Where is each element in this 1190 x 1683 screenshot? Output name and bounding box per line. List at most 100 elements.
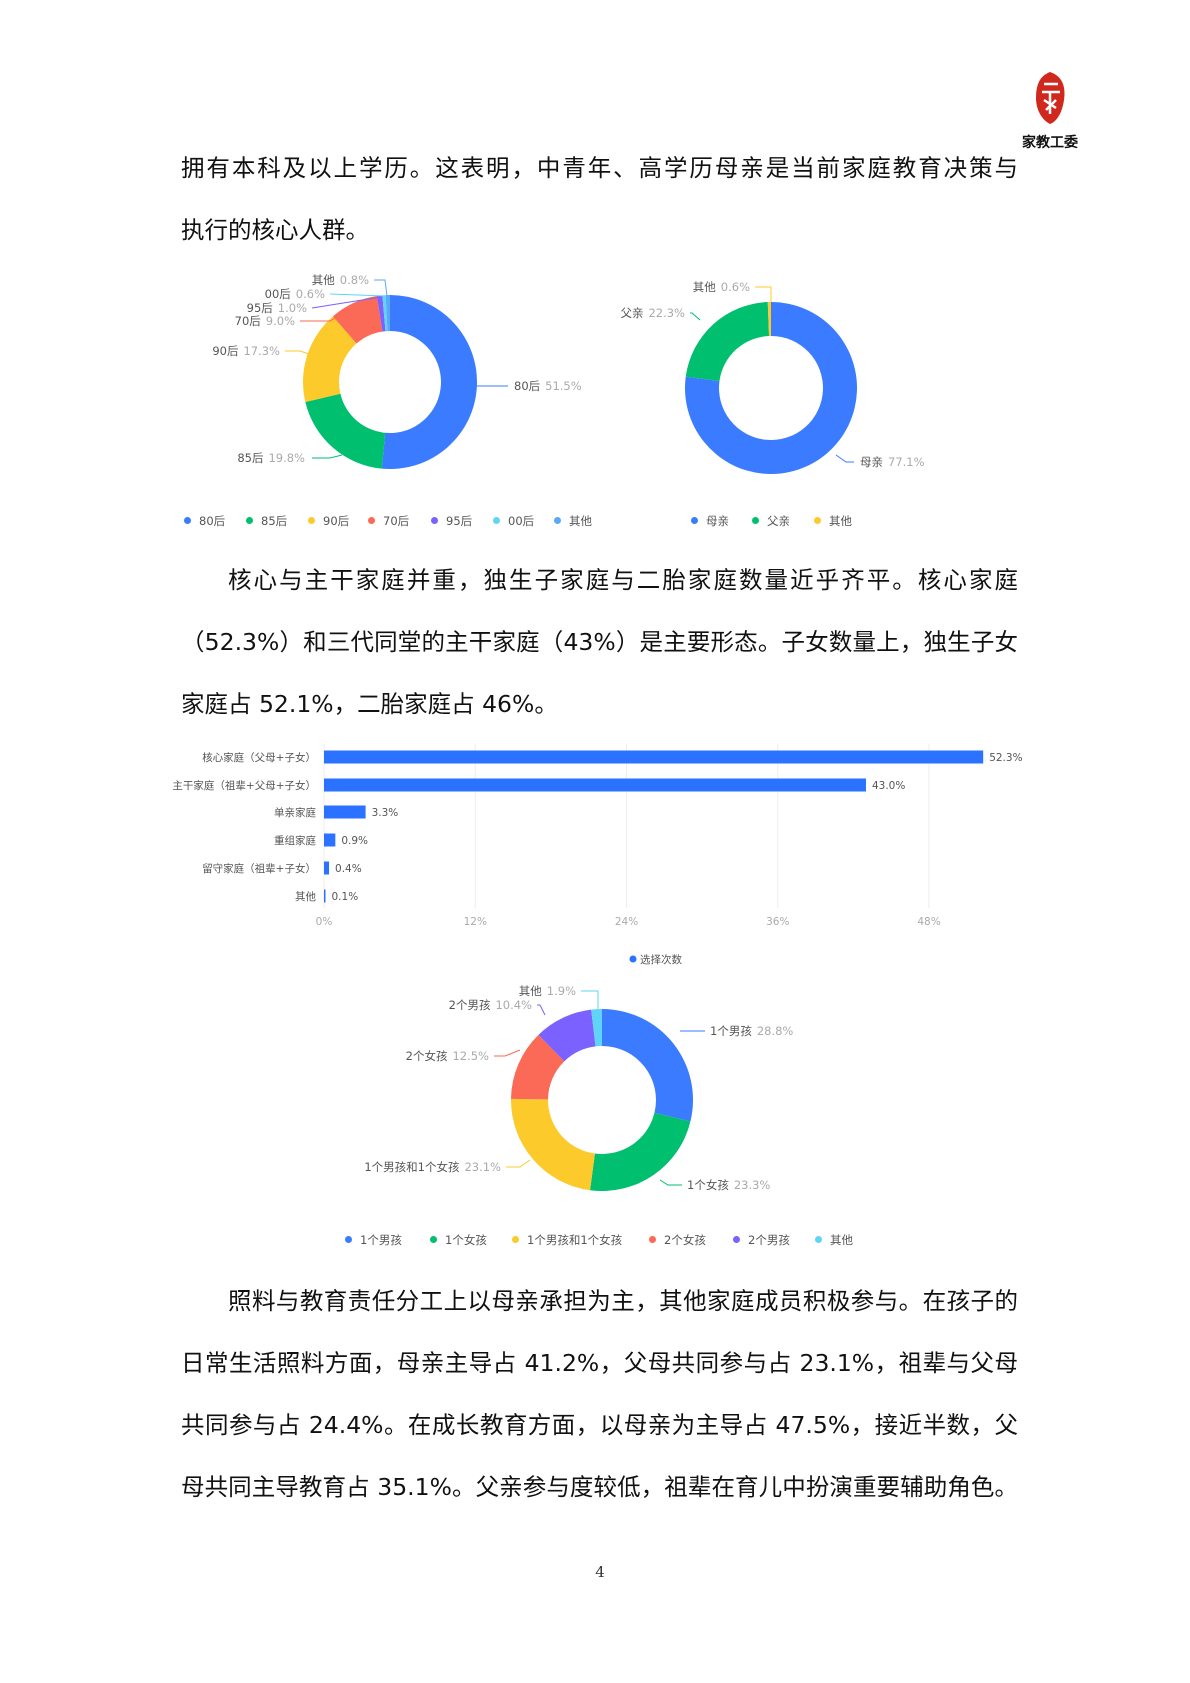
bar-category-label: 其他	[295, 890, 316, 903]
pie3-legend-item[interactable]: 2个男孩	[733, 1232, 790, 1248]
bar-value-label: 0.4%	[335, 863, 362, 875]
legend-dot-icon	[554, 517, 561, 524]
pie3-legend-item[interactable]: 其他	[815, 1232, 853, 1248]
bar-value-label: 43.0%	[872, 780, 905, 792]
legend-dot-icon	[246, 517, 253, 524]
pie1-legend-item[interactable]: 00后	[493, 513, 534, 529]
bar-value-label: 0.9%	[341, 835, 368, 847]
legend-label: 95后	[446, 514, 473, 528]
paragraph-1: 拥有本科及以上学历。这表明，中青年、高学历母亲是当前家庭教育决策与 执行的核心人…	[181, 137, 1018, 261]
bar-x-tick-label: 36%	[766, 916, 789, 928]
logo: 家教工委	[1010, 70, 1090, 152]
pie3-slice	[590, 1112, 691, 1191]
text-line: 执行的核心人群。	[181, 216, 369, 244]
text-line: 照料与教育责任分工上以母亲承担为主，其他家庭成员积极参与。在孩子的	[228, 1287, 1018, 1315]
text-line: （52.3%）和三代同堂的主干家庭（43%）是主要形态。子女数量上，独生子女	[181, 628, 1018, 656]
text-line: 共同参与占 24.4%。在成长教育方面，以母亲为主导占 47.5%，接近半数，父	[181, 1411, 1018, 1439]
leader-line	[311, 296, 382, 309]
pie3-legend-item[interactable]: 1个男孩	[345, 1232, 402, 1248]
bar-x-tick-label: 12%	[464, 916, 487, 928]
pie2-legend-item[interactable]: 其他	[814, 513, 852, 529]
pie2-label: 其他 0.6%	[692, 280, 750, 294]
legend-label: 1个男孩	[360, 1233, 402, 1247]
pie1-label: 85后 19.8%	[237, 451, 305, 465]
pie1-legend-item[interactable]: 80后	[184, 513, 225, 529]
bar-x-tick-label: 48%	[917, 916, 940, 928]
bar-category-label: 留守家庭（祖辈+子女）	[202, 862, 316, 875]
pie3-label: 1个女孩 23.3%	[687, 1178, 771, 1192]
legend-dot-icon	[493, 517, 500, 524]
paragraph-3: 照料与教育责任分工上以母亲承担为主，其他家庭成员积极参与。在孩子的 日常生活照料…	[181, 1270, 1018, 1518]
legend-dot-icon	[345, 1236, 352, 1243]
legend-label: 2个男孩	[748, 1233, 790, 1247]
leader-line	[374, 279, 388, 297]
leader-line	[285, 350, 313, 356]
legend-dot-icon	[752, 517, 759, 524]
pie3-legend-item[interactable]: 1个男孩和1个女孩	[512, 1232, 622, 1248]
pie1-legend-item[interactable]: 70后	[368, 513, 409, 529]
legend-dot-icon	[512, 1236, 519, 1243]
bar-category-label: 单亲家庭	[274, 806, 316, 819]
legend-label: 其他	[569, 514, 592, 528]
pie1-legend-item[interactable]: 其他	[554, 513, 592, 529]
pie2-legend-item[interactable]: 母亲	[691, 513, 729, 529]
leader-line	[755, 286, 772, 302]
legend-dot-icon	[431, 517, 438, 524]
bar	[324, 833, 336, 847]
bar-value-label: 3.3%	[372, 807, 399, 819]
legend-label: 80后	[199, 514, 226, 528]
legend-dot-icon	[691, 517, 698, 524]
bar	[324, 778, 866, 792]
text-line: 母共同主导教育占 35.1%。父亲参与度较低，祖辈在育儿中扮演重要辅助角色。	[181, 1473, 1018, 1501]
legend-dot-icon	[815, 1236, 822, 1243]
paragraph-2: 核心与主干家庭并重，独生子家庭与二胎家庭数量近乎齐平。核心家庭 （52.3%）和…	[181, 549, 1018, 735]
pie2-slice	[685, 302, 858, 474]
pie2-label: 父亲 22.3%	[620, 306, 685, 320]
pie1-label: 70后 9.0%	[234, 314, 295, 328]
legend-label: 1个男孩和1个女孩	[527, 1233, 623, 1247]
pie1-label: 00后 0.6%	[264, 287, 325, 301]
pie3-legend-item[interactable]: 1个女孩	[430, 1232, 487, 1248]
pie3-slice	[602, 1009, 693, 1122]
pie1-slice	[376, 295, 386, 332]
bar-category-label: 重组家庭	[274, 834, 316, 847]
bar-x-tick-label: 0%	[316, 916, 333, 928]
leader-line	[835, 454, 854, 463]
text-line: 拥有本科及以上学历。这表明，中青年、高学历母亲是当前家庭教育决策与	[181, 154, 1018, 182]
pie3-slice	[538, 1009, 596, 1062]
legend-dot-icon	[814, 517, 821, 524]
text-line: 家庭占 52.1%，二胎家庭占 46%。	[181, 690, 558, 718]
legend-label: 1个女孩	[445, 1233, 487, 1247]
bar-value-label: 52.3%	[989, 752, 1022, 764]
pie3-legend-item[interactable]: 2个女孩	[649, 1232, 706, 1248]
legend-label: 00后	[508, 514, 535, 528]
leader-line	[537, 1004, 546, 1016]
legend-label: 2个女孩	[664, 1233, 706, 1247]
leader-line	[312, 454, 343, 459]
bar-value-label: 0.1%	[332, 891, 359, 903]
pie3-label: 其他 1.9%	[518, 984, 576, 998]
pie2-legend-item[interactable]: 父亲	[752, 513, 790, 529]
pie1-label: 其他 0.8%	[311, 273, 369, 287]
pie1-slice	[303, 316, 357, 403]
bar-legend-label: 选择次数	[640, 953, 682, 966]
pie1-legend-item[interactable]: 90后	[308, 513, 349, 529]
bar	[324, 861, 330, 875]
legend-label: 母亲	[706, 514, 729, 528]
pie1-legend-item[interactable]: 85后	[246, 513, 287, 529]
text-line: 日常生活照料方面，母亲主导占 41.2%，父母共同参与占 23.1%，祖辈与父母	[181, 1349, 1018, 1377]
pie3-label: 2个女孩 12.5%	[405, 1049, 489, 1063]
legend-label: 其他	[830, 1233, 853, 1247]
legend-label: 其他	[829, 514, 852, 528]
pie1-legend-item[interactable]: 95后	[431, 513, 472, 529]
legend-dot-icon	[430, 1236, 437, 1243]
pie3-label: 1个男孩 28.8%	[710, 1024, 794, 1038]
pie3-label: 1个男孩和1个女孩 23.1%	[364, 1160, 501, 1174]
page-number: 4	[595, 1563, 605, 1581]
pie1-slice	[385, 295, 390, 332]
legend-dot-icon	[649, 1236, 656, 1243]
pie1-slice	[382, 295, 388, 332]
bar	[324, 889, 326, 903]
